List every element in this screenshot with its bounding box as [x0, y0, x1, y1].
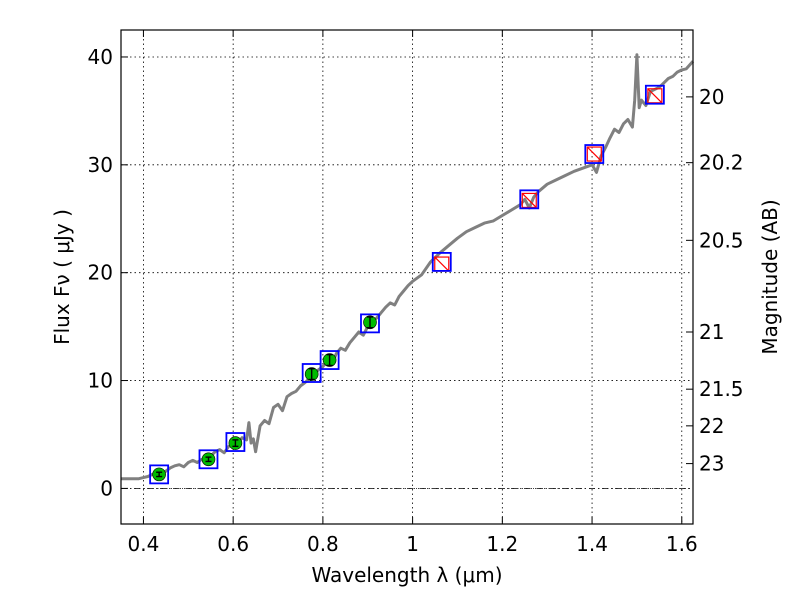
upper-limit-marker [586, 146, 602, 162]
magnitude-tick-label: 20 [699, 85, 724, 109]
model-point [319, 350, 340, 370]
y-axis-right-label: Magnitude (AB) [758, 199, 782, 354]
y-tick-label: 30 [88, 153, 113, 177]
magnitude-tick-label: 22 [699, 414, 724, 438]
upper-limit-marker [521, 192, 537, 209]
x-tick-label: 0.6 [217, 532, 249, 556]
x-tick-label: 1.4 [576, 532, 608, 556]
y-tick-label: 40 [88, 45, 113, 69]
detection-group [152, 315, 377, 482]
y-tick-label: 0 [100, 476, 113, 500]
magnitude-tick-label: 21.5 [699, 377, 744, 401]
model-point [584, 144, 605, 164]
model-point [360, 313, 380, 334]
model-point [519, 189, 540, 210]
y-tick-label: 10 [88, 369, 113, 393]
x-tick-label: 1.6 [666, 532, 698, 556]
upper-limit-marker [647, 88, 663, 104]
y-axis-left: 0 10 20 30 40 [88, 45, 128, 500]
magnitude-tick-label: 20.2 [699, 151, 744, 175]
upper-limit-diagonal [586, 146, 602, 162]
x-axis: 0.4 0.6 0.8 1 1.2 1.4 1.6 [128, 30, 698, 556]
x-tick-label: 0.8 [307, 532, 339, 556]
magnitude-tick-label: 20.5 [699, 228, 744, 252]
model-point [149, 464, 170, 485]
magnitude-tick-label: 21 [699, 320, 724, 344]
plot-frame [120, 29, 694, 525]
model-point [198, 449, 219, 470]
x-tick-label: 1 [406, 532, 419, 556]
x-tick-label: 1.2 [486, 532, 518, 556]
model-point [644, 84, 665, 105]
upper-limit-diagonal [647, 88, 663, 104]
model-point [301, 363, 322, 383]
y-tick-label: 20 [88, 261, 113, 285]
model-point-group [149, 84, 665, 485]
x-axis-label: Wavelength λ (μm) [311, 563, 502, 587]
x-tick-label: 0.4 [128, 532, 160, 556]
y-axis-right: 20 20.2 20.5 21 21.5 22 23 [686, 85, 744, 476]
upper-limit-diagonal [434, 256, 450, 272]
upper-limit-diagonal [521, 192, 537, 208]
model-point [431, 251, 452, 272]
upper-limit-group [434, 88, 663, 272]
magnitude-tick-label: 23 [699, 452, 724, 476]
model-point [225, 432, 246, 452]
y-axis-left-label: Flux Fν ( μJy ) [50, 209, 74, 345]
